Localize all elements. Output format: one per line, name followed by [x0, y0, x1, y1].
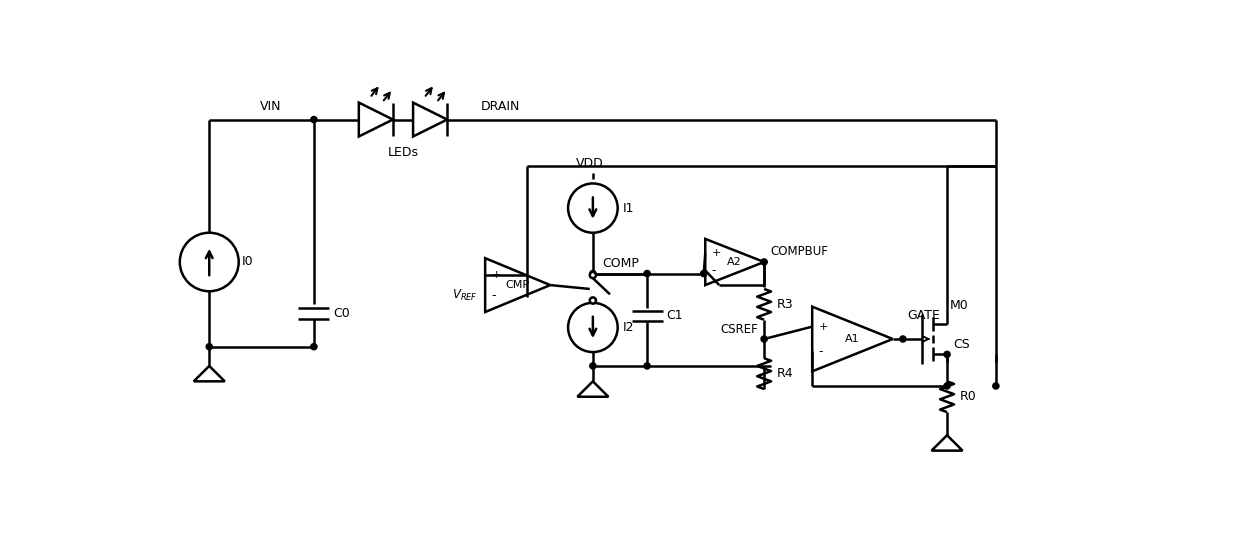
Text: COMPBUF: COMPBUF: [770, 245, 828, 258]
Text: DRAIN: DRAIN: [481, 101, 520, 113]
Text: GATE: GATE: [906, 309, 940, 322]
Circle shape: [311, 117, 317, 123]
Text: M0: M0: [950, 299, 968, 312]
Text: I1: I1: [622, 202, 634, 214]
Circle shape: [590, 272, 596, 278]
Text: LEDs: LEDs: [387, 147, 419, 160]
Circle shape: [206, 344, 212, 350]
Text: I2: I2: [622, 321, 634, 334]
Text: A2: A2: [728, 257, 742, 267]
Text: A1: A1: [846, 334, 859, 344]
Text: C1: C1: [667, 310, 683, 322]
Circle shape: [900, 336, 906, 342]
Circle shape: [644, 270, 650, 277]
Circle shape: [311, 344, 317, 350]
Text: +: +: [818, 322, 828, 331]
Circle shape: [590, 270, 596, 277]
Text: R4: R4: [776, 367, 794, 380]
Text: C0: C0: [334, 307, 350, 320]
Circle shape: [761, 336, 768, 342]
Text: -: -: [712, 264, 715, 277]
Circle shape: [993, 383, 999, 389]
Circle shape: [644, 363, 650, 369]
Circle shape: [761, 259, 768, 265]
Circle shape: [590, 298, 596, 304]
Text: CMP: CMP: [506, 280, 529, 290]
Text: CS: CS: [954, 337, 970, 351]
Circle shape: [944, 351, 950, 358]
Text: CSREF: CSREF: [720, 323, 758, 336]
Text: +: +: [491, 270, 501, 280]
Text: VDD: VDD: [575, 156, 604, 170]
Text: COMP: COMP: [603, 257, 639, 270]
Text: VIN: VIN: [259, 101, 281, 113]
Text: +: +: [712, 248, 720, 258]
Circle shape: [944, 383, 950, 389]
Text: $V_{REF}$: $V_{REF}$: [451, 288, 477, 302]
Text: -: -: [491, 289, 496, 302]
Text: -: -: [818, 345, 823, 358]
Circle shape: [590, 363, 596, 369]
Text: R3: R3: [776, 298, 794, 311]
Circle shape: [701, 270, 707, 277]
Text: R0: R0: [960, 390, 976, 403]
Text: I0: I0: [242, 255, 253, 269]
